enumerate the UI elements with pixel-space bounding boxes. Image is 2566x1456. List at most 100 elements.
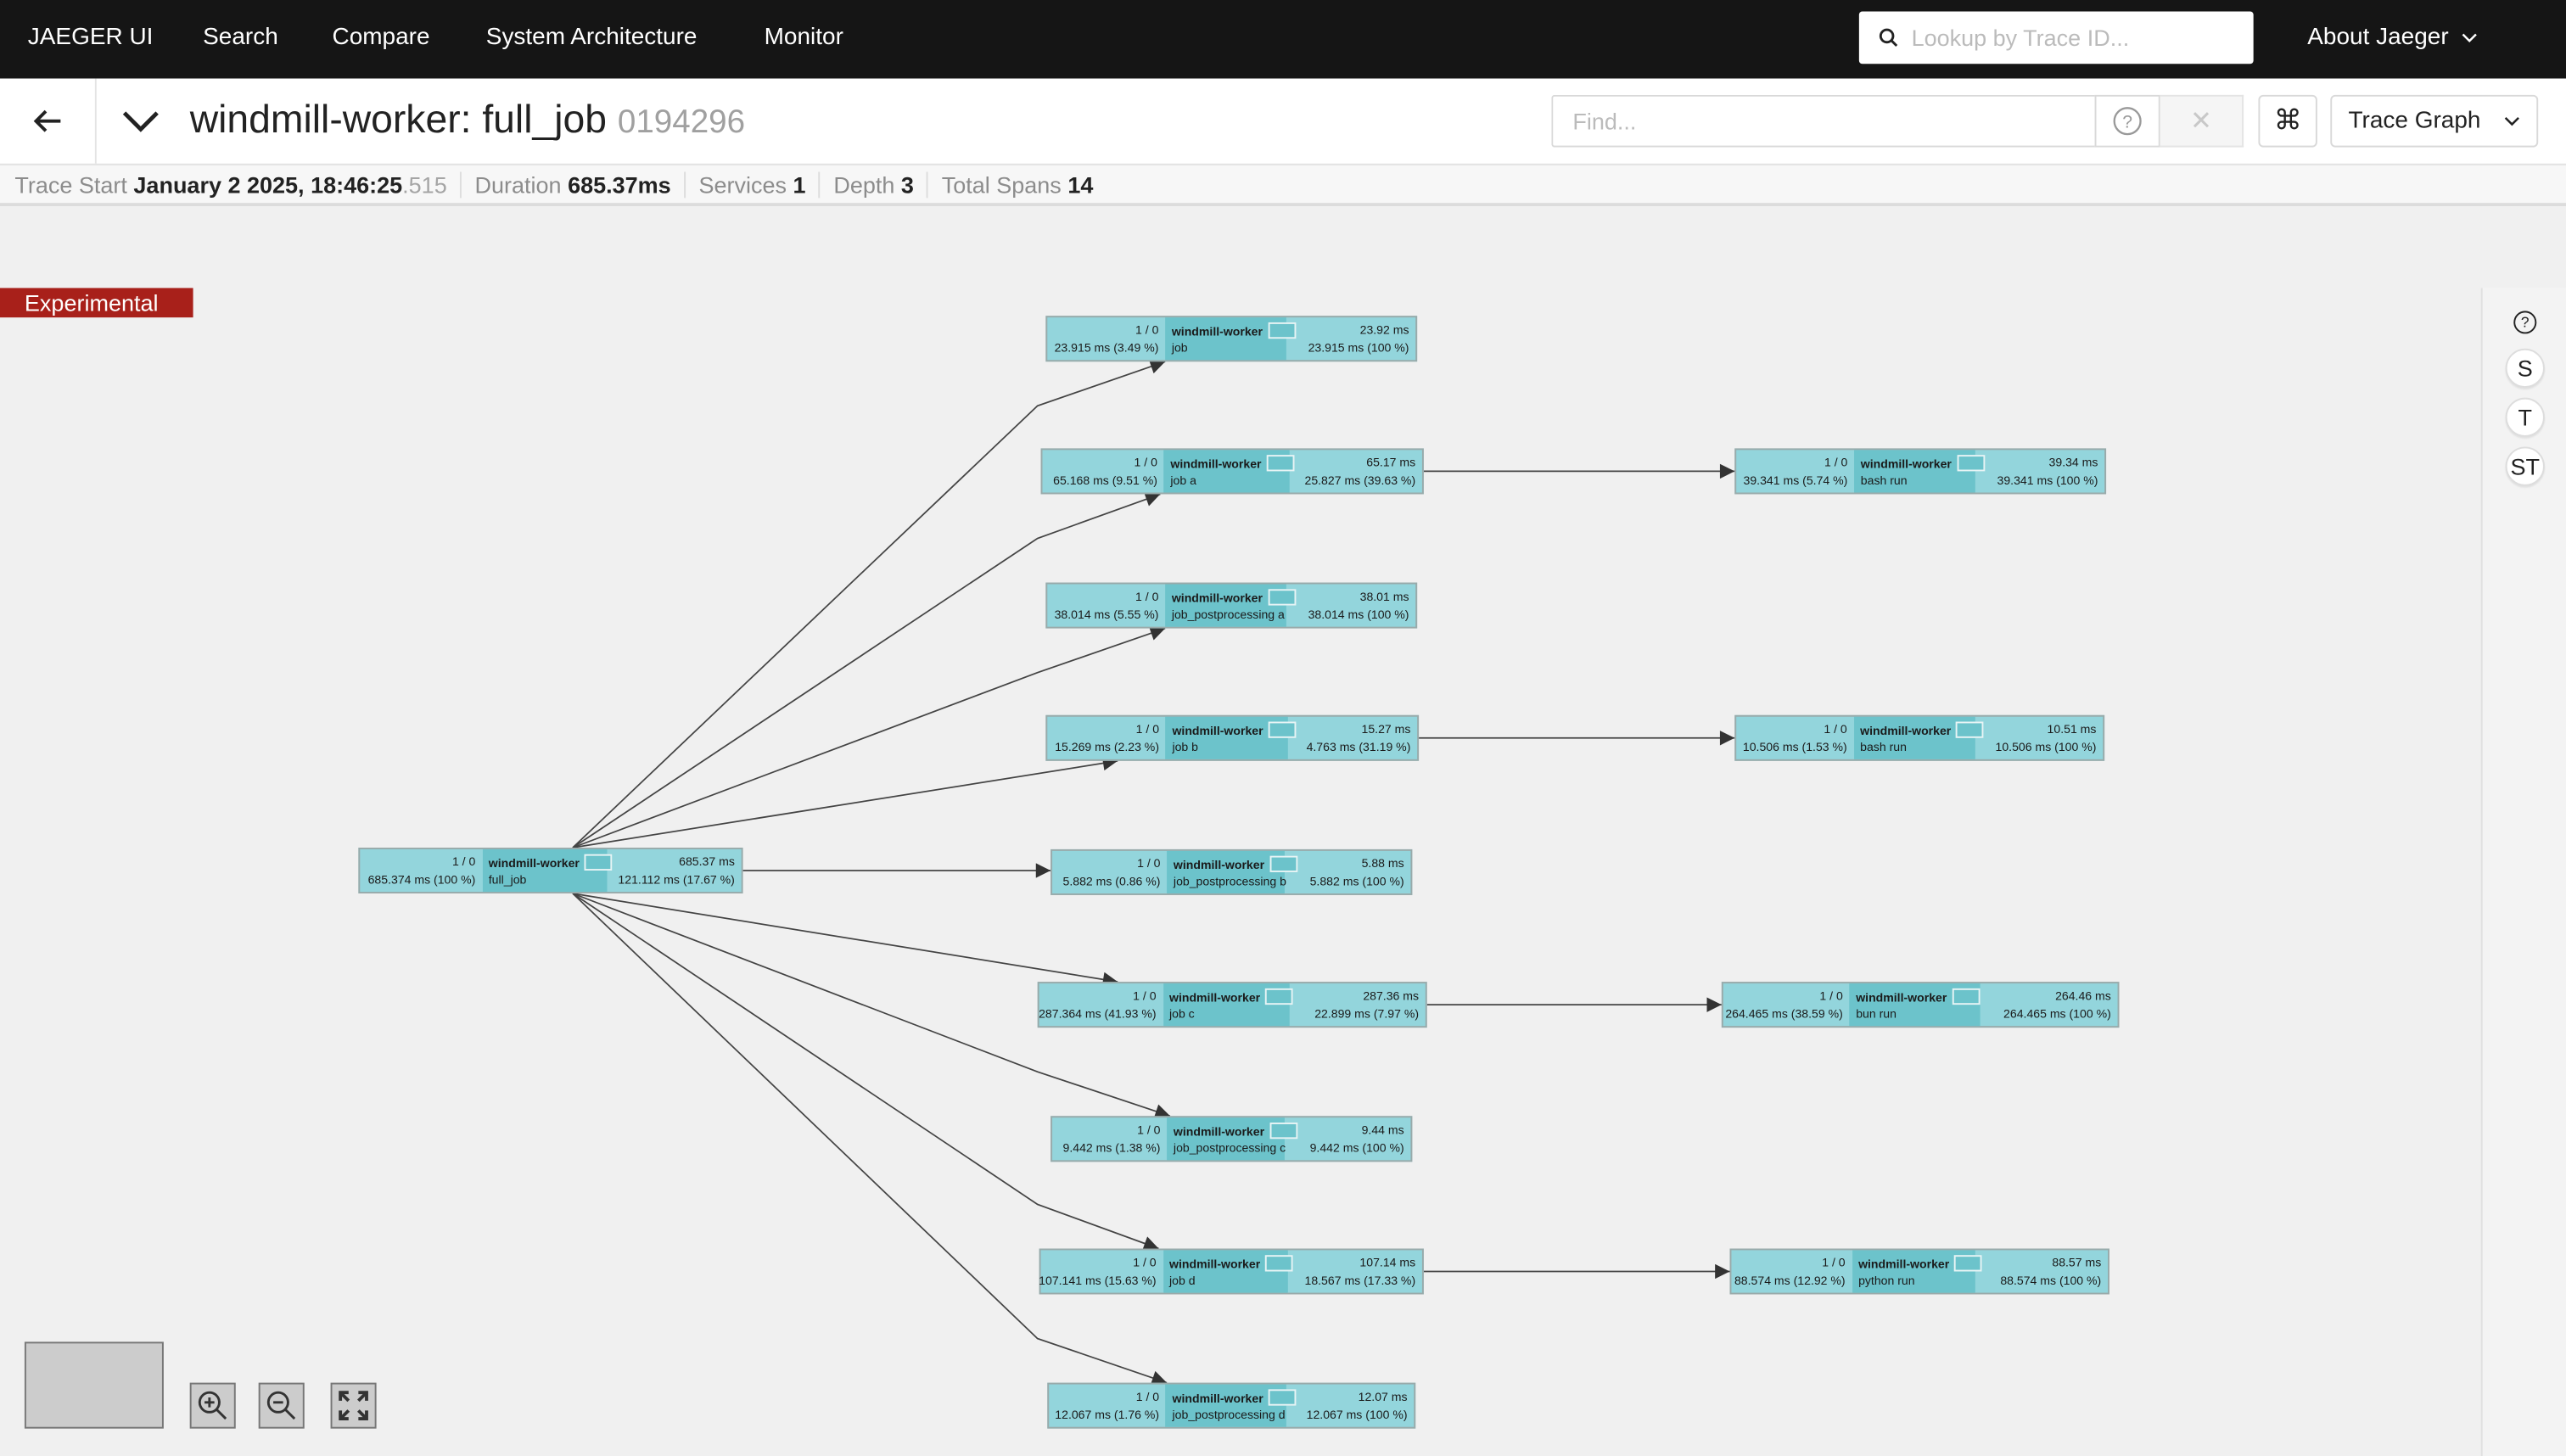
node-operation: python run	[1858, 1273, 1915, 1288]
service-color-swatch	[1264, 988, 1293, 1005]
node-self-time: 88.574 ms (100 %)	[2000, 1273, 2102, 1288]
span-node[interactable]: 1 / 0 685.374 ms (100 %) windmill-worker fu…	[358, 847, 743, 893]
trace-start-label: Trace Start	[14, 171, 127, 198]
duration-label: Duration	[474, 171, 562, 198]
depth-value: 3	[900, 171, 914, 198]
trace-title: windmill-worker: full_job 0194296	[190, 98, 745, 144]
node-service: windmill-worker	[1171, 590, 1263, 605]
graph-edge	[572, 893, 1168, 1386]
node-total-time: 264.465 ms (38.59 %)	[1725, 1006, 1843, 1022]
node-self-time: 25.827 ms (39.63 %)	[1304, 473, 1416, 488]
span-node[interactable]: 1 / 0 39.341 ms (5.74 %) windmill-worker ba…	[1734, 448, 2107, 495]
span-node[interactable]: 1 / 0 38.014 ms (5.55 %) windmill-worker jo…	[1045, 582, 1418, 629]
node-count: 1 / 0	[1822, 1255, 1846, 1270]
node-counts-cell: 1 / 0 685.374 ms (100 %)	[360, 849, 482, 892]
node-service-cell: windmill-worker job_postprocessing d	[1165, 1384, 1297, 1427]
find-group: ? ✕	[1551, 94, 2244, 148]
about-jaeger-menu[interactable]: About Jaeger	[2307, 25, 2478, 51]
node-duration: 15.27 ms	[1361, 721, 1411, 736]
node-count: 1 / 0	[1134, 455, 1157, 470]
trace-lookup	[1858, 11, 2254, 64]
span-node[interactable]: 1 / 0 10.506 ms (1.53 %) windmill-worker ba…	[1734, 714, 2105, 761]
node-total-time: 5.882 ms (0.86 %)	[1062, 873, 1161, 889]
node-operation: job	[1171, 340, 1188, 356]
node-duration: 5.88 ms	[1361, 855, 1404, 871]
chevron-down-icon	[122, 111, 159, 132]
node-self-time: 12.067 ms (100 %)	[1306, 1407, 1408, 1422]
trace-header: windmill-worker: full_job 0194296 ? ✕ ⌘ …	[0, 78, 2566, 164]
node-duration: 9.44 ms	[1361, 1122, 1404, 1138]
node-count: 1 / 0	[1133, 1255, 1157, 1270]
node-duration-cell: 88.57 ms 88.574 ms (100 %)	[1976, 1250, 2108, 1292]
question-circle-icon[interactable]: ?	[2513, 311, 2537, 334]
graph-minimap[interactable]	[24, 1341, 164, 1429]
time-filter-button[interactable]: T	[2505, 397, 2545, 437]
node-count: 1 / 0	[1133, 988, 1157, 1004]
span-node[interactable]: 1 / 0 107.141 ms (15.63 %) windmill-worker…	[1039, 1248, 1424, 1295]
keyboard-shortcuts-button[interactable]: ⌘	[2258, 94, 2317, 148]
node-duration-cell: 264.46 ms 264.465 ms (100 %)	[1980, 983, 2118, 1026]
span-node[interactable]: 1 / 0 264.465 ms (38.59 %) windmill-worker…	[1721, 982, 2120, 1028]
find-help-button[interactable]: ?	[2094, 94, 2160, 148]
close-icon: ✕	[2190, 108, 2212, 137]
total-spans-value: 14	[1067, 171, 1094, 198]
back-button[interactable]	[0, 78, 97, 164]
service-color-swatch	[1956, 721, 1984, 738]
depth-label: Depth	[833, 171, 895, 198]
node-duration: 287.36 ms	[1363, 988, 1420, 1004]
trace-id: 0194296	[617, 104, 746, 141]
clear-find-button[interactable]: ✕	[2160, 94, 2244, 148]
service-color-swatch	[1267, 589, 1296, 606]
node-service-cell: windmill-worker bash run	[1854, 450, 1985, 493]
node-service-cell: windmill-worker job_postprocessing a	[1165, 584, 1296, 627]
node-self-time: 18.567 ms (17.33 %)	[1304, 1273, 1416, 1288]
node-operation: job_postprocessing c	[1173, 1140, 1286, 1156]
nav-monitor[interactable]: Monitor	[764, 24, 843, 51]
node-service-cell: windmill-worker bun run	[1849, 983, 1980, 1027]
node-service: windmill-worker	[1856, 988, 1947, 1005]
nav-system-architecture[interactable]: System Architecture	[485, 24, 698, 51]
node-count: 1 / 0	[1137, 1122, 1161, 1138]
node-total-time: 38.014 ms (5.55 %)	[1054, 607, 1159, 622]
span-node[interactable]: 1 / 0 287.364 ms (41.93 %) windmill-worker…	[1037, 982, 1427, 1028]
trace-name: windmill-worker: full_job	[189, 98, 608, 143]
node-count: 1 / 0	[1137, 855, 1161, 871]
nav-compare[interactable]: Compare	[332, 24, 430, 51]
zoom-in-button[interactable]	[189, 1382, 236, 1429]
service-color-swatch	[1267, 322, 1296, 339]
span-node[interactable]: 1 / 0 23.915 ms (3.49 %) windmill-worker jo…	[1045, 316, 1418, 362]
span-node[interactable]: 1 / 0 5.882 ms (0.86 %) windmill-worker job…	[1050, 848, 1413, 895]
service-time-filter-button[interactable]: ST	[2505, 446, 2545, 486]
trace-id-input[interactable]	[1908, 22, 2243, 53]
span-node[interactable]: 1 / 0 65.168 ms (9.51 %) windmill-worker jo…	[1040, 448, 1424, 495]
node-counts-cell: 1 / 0 287.364 ms (41.93 %)	[1039, 983, 1163, 1026]
view-mode-select[interactable]: Trace Graph	[2330, 94, 2539, 148]
node-total-time: 9.442 ms (1.38 %)	[1062, 1140, 1161, 1156]
span-node[interactable]: 1 / 0 88.574 ms (12.92 %) windmill-worker p…	[1729, 1248, 2109, 1295]
node-count: 1 / 0	[1135, 721, 1160, 736]
service-filter-button[interactable]: S	[2505, 348, 2545, 389]
span-node[interactable]: 1 / 0 9.442 ms (1.38 %) windmill-worker job…	[1050, 1116, 1413, 1162]
node-service-cell: windmill-worker job b	[1165, 716, 1297, 759]
node-duration-cell: 5.88 ms 5.882 ms (100 %)	[1286, 851, 1411, 893]
trace-start-value: January 2 2025, 18:46:25	[133, 171, 403, 198]
node-service-cell: windmill-worker job_postprocessing b	[1167, 850, 1297, 893]
find-input[interactable]	[1551, 94, 2095, 148]
graph-side-panel: ? S T ST	[2480, 288, 2566, 1456]
span-node[interactable]: 1 / 0 12.067 ms (1.76 %) windmill-worker jo…	[1047, 1382, 1416, 1429]
node-duration-cell: 287.36 ms 22.899 ms (7.97 %)	[1290, 983, 1425, 1026]
node-self-time: 10.506 ms (100 %)	[1995, 739, 2097, 755]
node-duration-cell: 15.27 ms 4.763 ms (31.19 %)	[1288, 717, 1418, 759]
span-node[interactable]: 1 / 0 15.269 ms (2.23 %) windmill-worker jo…	[1045, 714, 1420, 761]
node-service-cell: windmill-worker full_job	[482, 848, 613, 893]
node-duration-cell: 23.92 ms 23.915 ms (100 %)	[1286, 317, 1415, 360]
nav-search[interactable]: Search	[203, 24, 278, 51]
brand-logo[interactable]: JAEGER UI	[27, 24, 154, 51]
node-service-cell: windmill-worker job a	[1163, 450, 1295, 493]
chevron-down-icon	[2504, 116, 2519, 126]
zoom-out-button[interactable]	[258, 1382, 305, 1429]
fit-view-button[interactable]	[330, 1382, 377, 1429]
node-total-time: 23.915 ms (3.49 %)	[1054, 340, 1159, 356]
service-color-swatch	[1956, 455, 1985, 472]
collapse-toggle[interactable]	[121, 102, 160, 149]
